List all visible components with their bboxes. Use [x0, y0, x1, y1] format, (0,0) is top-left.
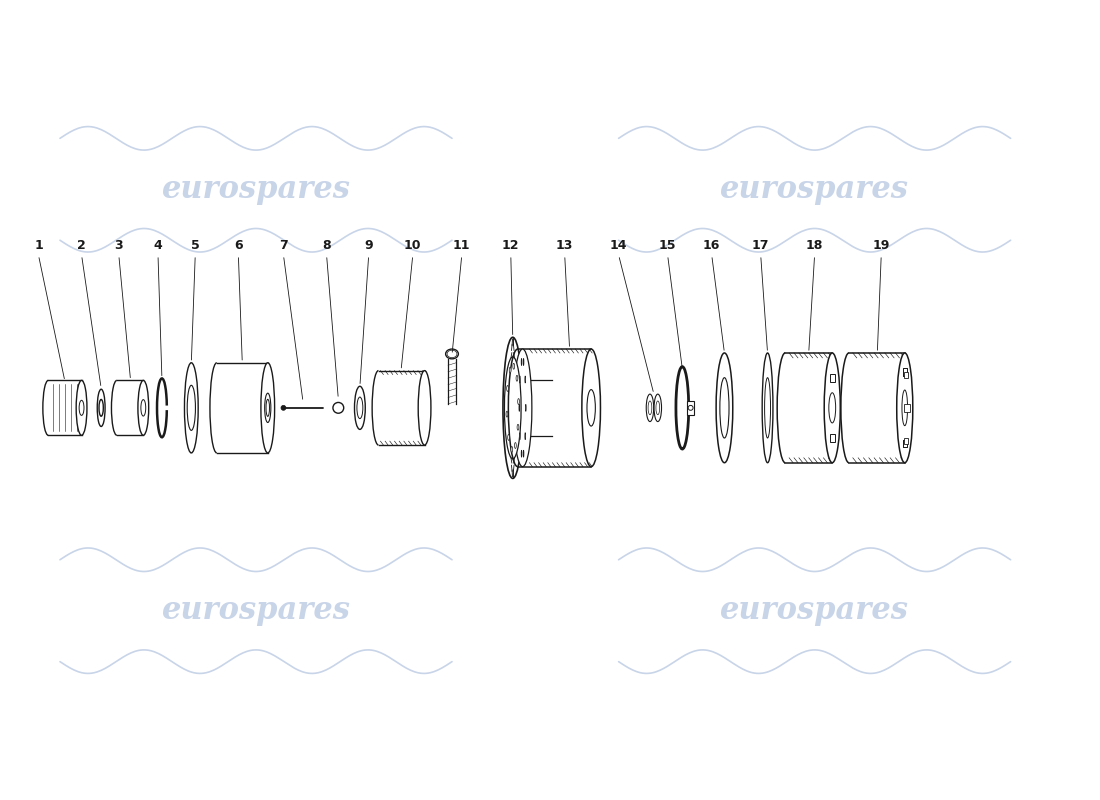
- Ellipse shape: [516, 375, 518, 381]
- Text: 15: 15: [659, 238, 676, 252]
- Ellipse shape: [518, 398, 519, 405]
- Polygon shape: [117, 380, 143, 435]
- Ellipse shape: [762, 353, 773, 462]
- Text: 10: 10: [404, 238, 421, 252]
- Text: 3: 3: [114, 238, 123, 252]
- Polygon shape: [217, 362, 267, 453]
- Ellipse shape: [656, 401, 660, 414]
- Bar: [903, 368, 907, 376]
- Ellipse shape: [506, 411, 508, 417]
- Ellipse shape: [828, 393, 836, 423]
- Ellipse shape: [582, 349, 601, 466]
- Polygon shape: [785, 353, 833, 462]
- Ellipse shape: [515, 442, 516, 449]
- Ellipse shape: [507, 386, 508, 391]
- Text: 2: 2: [77, 238, 86, 252]
- Ellipse shape: [719, 378, 729, 438]
- Text: 11: 11: [453, 238, 471, 252]
- Ellipse shape: [503, 338, 522, 478]
- Ellipse shape: [447, 350, 456, 358]
- Text: 18: 18: [806, 238, 823, 252]
- Bar: [829, 434, 835, 442]
- Circle shape: [280, 406, 286, 410]
- Ellipse shape: [654, 394, 661, 422]
- Ellipse shape: [901, 381, 909, 435]
- Text: 1: 1: [34, 238, 43, 252]
- Text: eurospares: eurospares: [720, 174, 909, 205]
- Bar: [903, 439, 907, 447]
- Bar: [903, 368, 907, 376]
- Ellipse shape: [508, 434, 509, 440]
- Ellipse shape: [265, 393, 271, 422]
- Ellipse shape: [79, 400, 84, 415]
- Text: 16: 16: [703, 238, 720, 252]
- Ellipse shape: [587, 390, 595, 426]
- Circle shape: [689, 406, 693, 410]
- Ellipse shape: [505, 357, 521, 459]
- Ellipse shape: [716, 353, 733, 462]
- Ellipse shape: [354, 386, 365, 430]
- Text: 8: 8: [322, 238, 331, 252]
- Text: eurospares: eurospares: [162, 174, 351, 205]
- Ellipse shape: [261, 362, 275, 453]
- Bar: [829, 374, 835, 382]
- Ellipse shape: [896, 353, 913, 462]
- Ellipse shape: [418, 370, 431, 445]
- Bar: [904, 404, 910, 412]
- Text: 7: 7: [279, 238, 288, 252]
- Text: 6: 6: [234, 238, 243, 252]
- Text: 19: 19: [872, 238, 890, 252]
- Text: 9: 9: [364, 238, 373, 252]
- Ellipse shape: [138, 381, 148, 435]
- Ellipse shape: [187, 386, 196, 430]
- Polygon shape: [378, 370, 425, 445]
- Ellipse shape: [514, 349, 532, 466]
- Ellipse shape: [824, 353, 840, 462]
- Bar: [904, 372, 907, 378]
- Ellipse shape: [97, 390, 106, 426]
- Ellipse shape: [185, 362, 198, 453]
- Text: 13: 13: [556, 238, 573, 252]
- Ellipse shape: [513, 363, 515, 370]
- Text: 17: 17: [752, 238, 770, 252]
- Text: 14: 14: [609, 238, 627, 252]
- Ellipse shape: [141, 400, 145, 416]
- Text: 4: 4: [154, 238, 163, 252]
- Text: eurospares: eurospares: [720, 595, 909, 626]
- Ellipse shape: [76, 381, 87, 435]
- Ellipse shape: [902, 390, 908, 426]
- Bar: [904, 438, 907, 444]
- Ellipse shape: [646, 394, 653, 422]
- Ellipse shape: [648, 401, 652, 414]
- Bar: [903, 439, 907, 447]
- Ellipse shape: [509, 367, 512, 373]
- Circle shape: [333, 402, 343, 414]
- Text: 5: 5: [191, 238, 199, 252]
- Text: 12: 12: [502, 238, 519, 252]
- Bar: [686, 401, 694, 414]
- Ellipse shape: [510, 446, 513, 452]
- Ellipse shape: [764, 378, 770, 438]
- Ellipse shape: [517, 424, 519, 430]
- Ellipse shape: [446, 349, 459, 359]
- Ellipse shape: [266, 399, 270, 417]
- Polygon shape: [849, 353, 905, 462]
- Ellipse shape: [356, 397, 363, 418]
- Ellipse shape: [99, 399, 103, 416]
- Text: eurospares: eurospares: [162, 595, 351, 626]
- Polygon shape: [48, 380, 81, 435]
- Polygon shape: [518, 349, 591, 466]
